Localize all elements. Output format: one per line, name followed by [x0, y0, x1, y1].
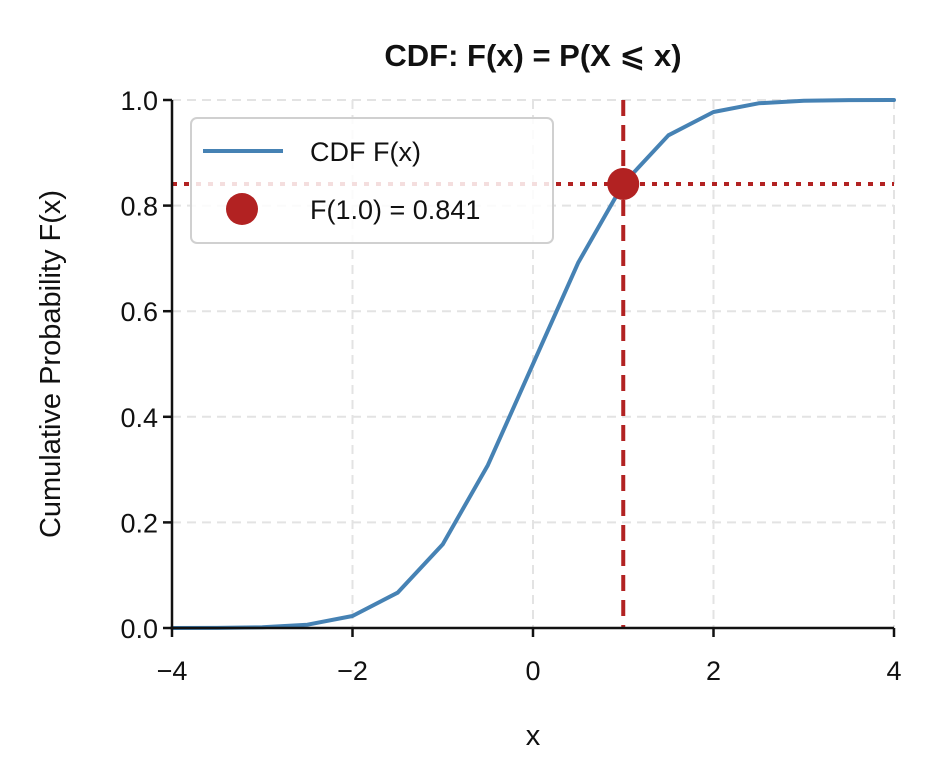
y-tick-label: 0.8 [120, 192, 158, 222]
x-tick-label: −4 [157, 656, 188, 686]
x-tick-label: −2 [337, 656, 368, 686]
y-tick-label: 0.0 [120, 614, 158, 644]
legend-label-point: F(1.0) = 0.841 [310, 195, 480, 225]
legend-label-cdf: CDF F(x) [310, 137, 421, 167]
cdf-curve [170, 98, 896, 630]
ticks: −4 −2 0 2 4 0.0 0.2 0.4 0.6 0.8 1.0 [120, 86, 901, 686]
legend-marker-swatch [226, 193, 258, 225]
highlight-point [607, 167, 640, 200]
x-axis-label: x [526, 720, 541, 752]
x-tick-label: 2 [706, 656, 721, 686]
y-tick-label: 1.0 [120, 86, 158, 116]
y-tick-label: 0.2 [120, 508, 158, 538]
x-tick-label: 0 [525, 656, 540, 686]
y-axis-label: Cumulative Probability F(x) [35, 190, 67, 538]
y-tick-label: 0.6 [120, 297, 158, 327]
chart-title: CDF: F(x) = P(X ⩽ x) [384, 38, 681, 73]
series [170, 98, 896, 630]
y-tick-label: 0.4 [120, 403, 158, 433]
x-tick-label: 4 [886, 656, 901, 686]
legend: CDF F(x) F(1.0) = 0.841 [190, 117, 554, 244]
